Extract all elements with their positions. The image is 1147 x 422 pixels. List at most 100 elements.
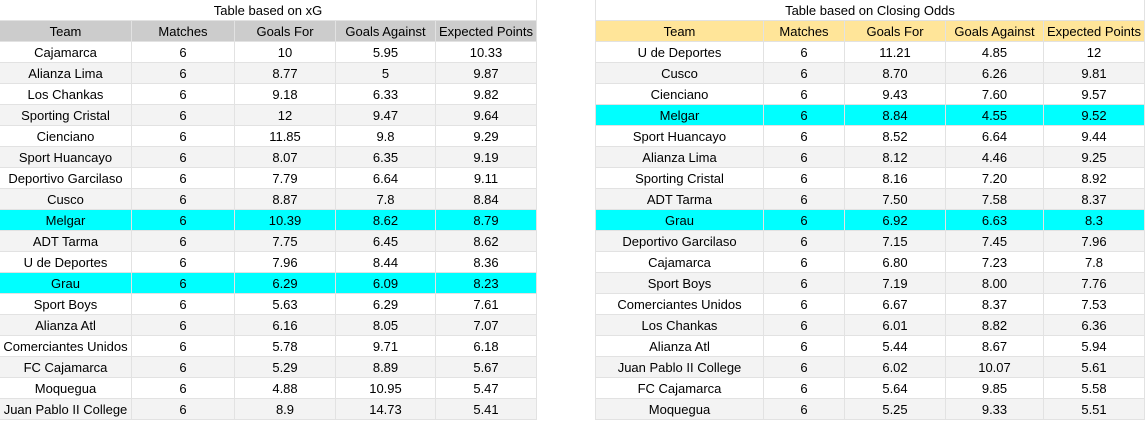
value-cell: 8.82: [946, 315, 1044, 336]
value-cell: 6: [764, 315, 845, 336]
value-cell: 9.33: [946, 399, 1044, 420]
value-cell: 6: [132, 378, 235, 399]
value-cell: 6: [764, 126, 845, 147]
value-cell: 8.84: [845, 105, 946, 126]
value-cell: 8.67: [946, 336, 1044, 357]
value-cell: 8.37: [946, 294, 1044, 315]
value-cell: 6.18: [436, 336, 537, 357]
column-header: Matches: [132, 21, 235, 42]
value-cell: 9.64: [436, 105, 537, 126]
team-cell: Juan Pablo II College: [0, 399, 132, 420]
value-cell: 9.87: [436, 63, 537, 84]
team-cell: Los Chankas: [596, 315, 764, 336]
value-cell: 11.85: [235, 126, 336, 147]
value-cell: 7.8: [336, 189, 436, 210]
value-cell: 7.8: [1044, 252, 1145, 273]
value-cell: 9.8: [336, 126, 436, 147]
value-cell: 6.29: [336, 294, 436, 315]
value-cell: 4.55: [946, 105, 1044, 126]
team-cell: Alianza Lima: [0, 63, 132, 84]
empty-column: [537, 0, 596, 420]
value-cell: 5: [336, 63, 436, 84]
value-cell: 6.63: [946, 210, 1044, 231]
value-cell: 5.94: [1044, 336, 1145, 357]
value-cell: 5.41: [436, 399, 537, 420]
team-cell: Grau: [0, 273, 132, 294]
value-cell: 5.47: [436, 378, 537, 399]
team-cell: Cienciano: [0, 126, 132, 147]
value-cell: 9.18: [235, 84, 336, 105]
column-header: Team: [596, 21, 764, 42]
value-cell: 6.26: [946, 63, 1044, 84]
value-cell: 6: [764, 63, 845, 84]
value-cell: 6.09: [336, 273, 436, 294]
value-cell: 8.9: [235, 399, 336, 420]
value-cell: 9.57: [1044, 84, 1145, 105]
value-cell: 6: [132, 399, 235, 420]
team-cell: Comerciantes Unidos: [0, 336, 132, 357]
value-cell: 5.61: [1044, 357, 1145, 378]
value-cell: 9.19: [436, 147, 537, 168]
value-cell: 8.05: [336, 315, 436, 336]
value-cell: 6.36: [1044, 315, 1145, 336]
team-cell: Moquegua: [0, 378, 132, 399]
value-cell: 6.80: [845, 252, 946, 273]
value-cell: 8.87: [235, 189, 336, 210]
team-cell: Juan Pablo II College: [596, 357, 764, 378]
value-cell: 6: [764, 168, 845, 189]
team-cell: Sporting Cristal: [0, 105, 132, 126]
value-cell: 4.46: [946, 147, 1044, 168]
column-header: Goals Against: [336, 21, 436, 42]
team-cell: Cajamarca: [0, 42, 132, 63]
value-cell: 8.77: [235, 63, 336, 84]
value-cell: 7.79: [235, 168, 336, 189]
team-cell: Cusco: [596, 63, 764, 84]
value-cell: 12: [235, 105, 336, 126]
value-cell: 6.35: [336, 147, 436, 168]
value-cell: 6.29: [235, 273, 336, 294]
value-cell: 6: [132, 147, 235, 168]
team-cell: Sport Boys: [596, 273, 764, 294]
column-header: Goals For: [845, 21, 946, 42]
value-cell: 6: [132, 315, 235, 336]
column-header: Team: [0, 21, 132, 42]
value-cell: 5.95: [336, 42, 436, 63]
value-cell: 7.19: [845, 273, 946, 294]
value-cell: 8.37: [1044, 189, 1145, 210]
value-cell: 9.11: [436, 168, 537, 189]
team-cell: Comerciantes Unidos: [596, 294, 764, 315]
value-cell: 5.44: [845, 336, 946, 357]
value-cell: 8.44: [336, 252, 436, 273]
value-cell: 9.47: [336, 105, 436, 126]
value-cell: 9.29: [436, 126, 537, 147]
team-cell: ADT Tarma: [0, 231, 132, 252]
value-cell: 7.45: [946, 231, 1044, 252]
value-cell: 8.36: [436, 252, 537, 273]
team-cell: Deportivo Garcilaso: [596, 231, 764, 252]
value-cell: 7.07: [436, 315, 537, 336]
value-cell: 7.20: [946, 168, 1044, 189]
column-header: Goals Against: [946, 21, 1044, 42]
value-cell: 5.58: [1044, 378, 1145, 399]
team-cell: U de Deportes: [0, 252, 132, 273]
table-title: Table based on xG: [0, 0, 537, 21]
value-cell: 8.52: [845, 126, 946, 147]
team-cell: Melgar: [596, 105, 764, 126]
value-cell: 14.73: [336, 399, 436, 420]
value-cell: 10.33: [436, 42, 537, 63]
value-cell: 6: [764, 273, 845, 294]
team-cell: ADT Tarma: [596, 189, 764, 210]
value-cell: 6: [132, 231, 235, 252]
team-cell: Moquegua: [596, 399, 764, 420]
team-cell: Alianza Lima: [596, 147, 764, 168]
team-cell: Los Chankas: [0, 84, 132, 105]
value-cell: 6: [764, 210, 845, 231]
value-cell: 6.64: [946, 126, 1044, 147]
value-cell: 8.00: [946, 273, 1044, 294]
column-header: Goals For: [235, 21, 336, 42]
value-cell: 8.62: [436, 231, 537, 252]
value-cell: 5.63: [235, 294, 336, 315]
value-cell: 10: [235, 42, 336, 63]
value-cell: 9.43: [845, 84, 946, 105]
